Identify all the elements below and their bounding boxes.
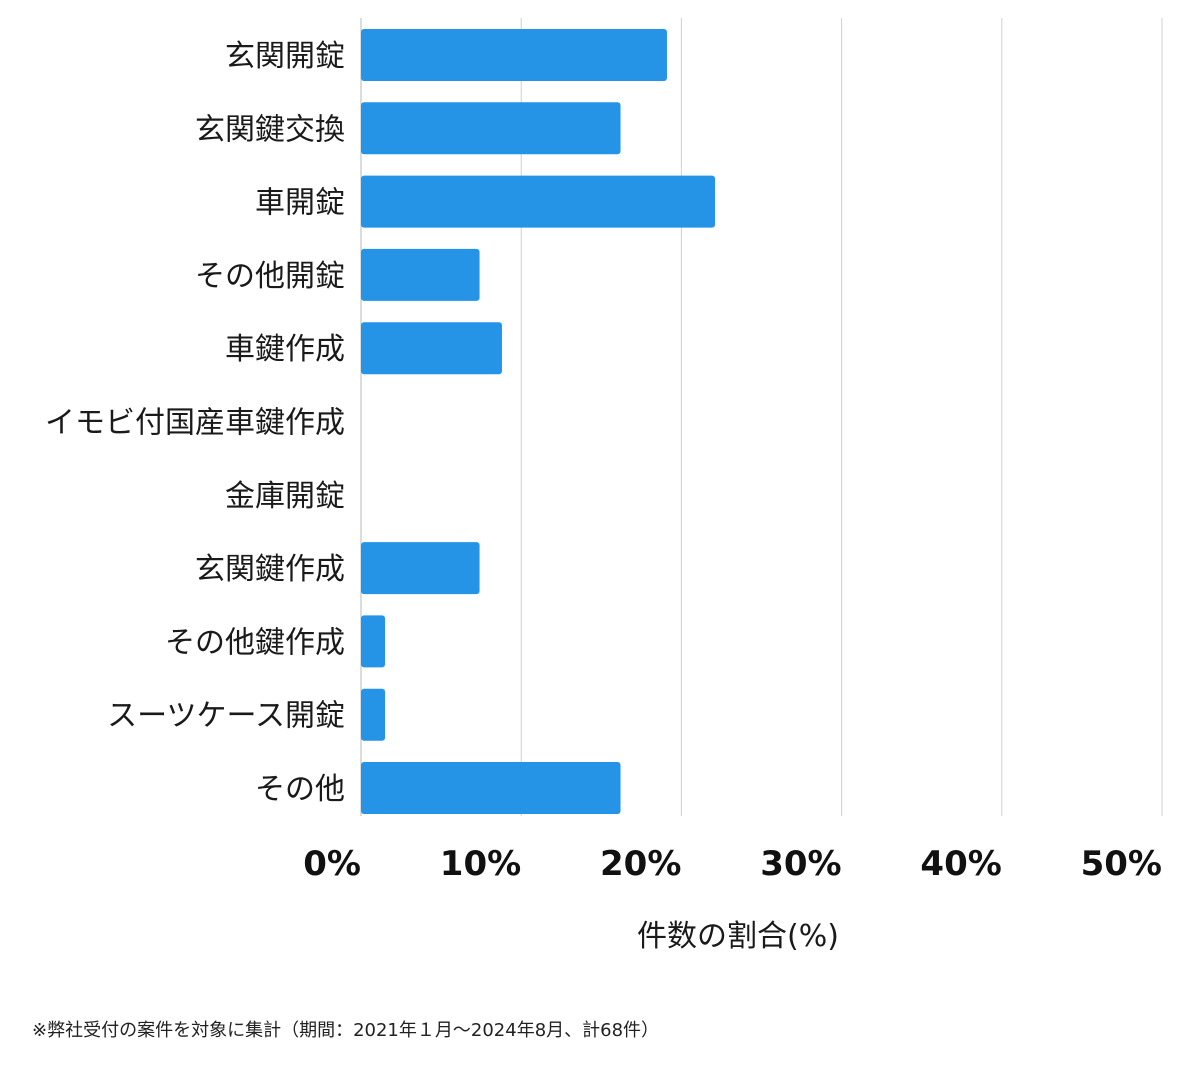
category-label-2: 車開錠 <box>255 186 345 221</box>
bar-8 <box>361 615 386 668</box>
category-label-6: 金庫開錠 <box>225 479 345 514</box>
category-label-3: その他開錠 <box>195 259 345 294</box>
category-label-0: 玄関開錠 <box>225 39 345 74</box>
category-labels: 玄関開錠玄関鍵交換車開錠その他開錠車鍵作成イモビ付国産車鍵作成金庫開錠玄関鍵作成… <box>45 39 345 807</box>
bar-1 <box>361 102 621 155</box>
bar-10 <box>361 762 621 814</box>
x-axis-title: 件数の割合(%) <box>637 919 839 954</box>
category-label-7: 玄関鍵作成 <box>195 552 345 587</box>
category-label-1: 玄関鍵交換 <box>195 112 345 147</box>
category-label-5: イモビ付国産車鍵作成 <box>45 406 345 441</box>
category-label-9: スーツケース開錠 <box>107 699 345 734</box>
x-tick-50: 50% <box>1081 844 1162 884</box>
x-tick-10: 10% <box>440 844 521 884</box>
x-tick-labels: 0% 10% 20% 30% 40% 50% <box>303 844 1162 884</box>
x-tick-20: 20% <box>600 844 681 884</box>
category-label-4: 車鍵作成 <box>225 332 345 367</box>
bars <box>361 29 716 814</box>
footnote: ※弊社受付の案件を対象に集計（期間：2021年１月〜2024年8月、計68件） <box>32 1020 660 1041</box>
x-tick-0: 0% <box>303 844 361 884</box>
x-tick-40: 40% <box>920 844 1001 884</box>
bar-9 <box>361 688 386 741</box>
x-tick-30: 30% <box>760 844 841 884</box>
bar-7 <box>361 542 480 595</box>
bar-0 <box>361 29 667 81</box>
bar-chart: 玄関開錠玄関鍵交換車開錠その他開錠車鍵作成イモビ付国産車鍵作成金庫開錠玄関鍵作成… <box>45 18 1163 954</box>
bar-4 <box>361 322 502 375</box>
category-label-8: その他鍵作成 <box>165 625 345 660</box>
category-label-10: その他 <box>255 772 345 807</box>
bar-3 <box>361 248 480 301</box>
bar-2 <box>361 175 716 228</box>
